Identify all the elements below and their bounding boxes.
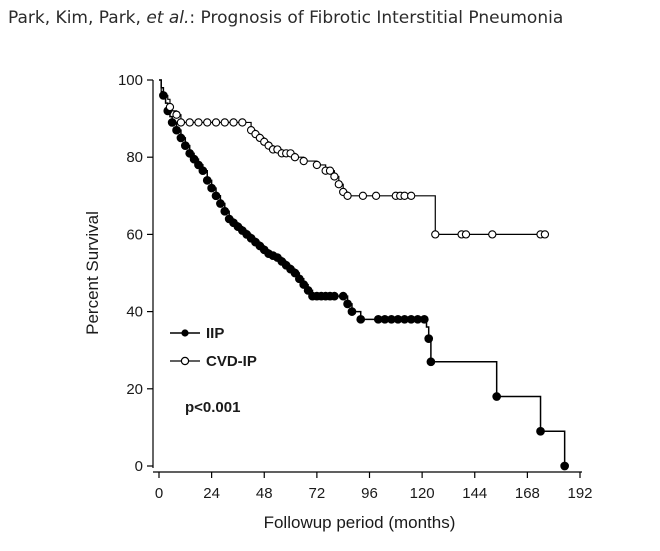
data-point-cvd-ip [343, 191, 352, 200]
data-point-iip [356, 314, 366, 324]
legend: IIP CVD-IP [170, 325, 257, 370]
data-point-cvd-ip [299, 156, 308, 166]
y-tick-label: 100 [118, 72, 143, 89]
data-point-iip [294, 274, 304, 284]
data-point-iip [426, 357, 436, 367]
header-authors: Park, Kim, Park, [8, 8, 147, 28]
data-point-iip [347, 307, 357, 316]
series-line-cvd-ip [159, 79, 545, 235]
data-point-iip [338, 291, 348, 301]
data-point-iip [185, 148, 195, 158]
data-point-cvd-ip [172, 110, 181, 119]
data-point-iip [216, 199, 225, 208]
data-point-iip [290, 268, 300, 278]
data-point-cvd-ip [290, 153, 300, 162]
data-point-iip [424, 334, 434, 343]
x-tick-label: 48 [256, 485, 273, 502]
data-point-cvd-ip [185, 118, 194, 127]
p-value-annotation: p<0.001 [185, 399, 240, 416]
x-tick-label: 24 [203, 485, 220, 502]
data-point-cvd-ip [330, 172, 339, 181]
y-tick-label: 80 [126, 149, 143, 166]
x-tick-label: 144 [462, 485, 487, 502]
data-point-iip [172, 125, 181, 135]
header-etal: et al. [146, 8, 190, 28]
data-point-cvd-ip [220, 118, 229, 127]
x-axis-label: Followup period (months) [264, 513, 456, 532]
data-point-cvd-ip [540, 230, 550, 239]
data-point-iip [198, 166, 208, 176]
data-point-iip [536, 426, 545, 436]
data-point-cvd-ip [211, 118, 221, 127]
data-point-iip [211, 191, 221, 201]
x-tick-label: 96 [361, 485, 378, 502]
data-point-cvd-ip [203, 118, 212, 127]
data-point-iip [220, 206, 230, 216]
data-point-cvd-ip [312, 160, 322, 170]
data-point-cvd-ip [165, 102, 175, 112]
data-point-iip [330, 291, 339, 301]
data-point-cvd-ip [334, 180, 343, 189]
data-point-cvd-ip [194, 118, 203, 127]
data-point-iip [194, 160, 203, 170]
y-tick-label: 60 [126, 226, 143, 243]
y-tick-label: 40 [126, 304, 143, 321]
data-point-iip [303, 286, 313, 295]
y-axis-label: Percent Survival [83, 211, 102, 335]
legend-iip-label: IIP [206, 325, 224, 342]
data-point-cvd-ip [407, 191, 416, 200]
x-tick-label: 72 [309, 485, 326, 502]
x-tick-label: 192 [567, 485, 592, 502]
x-tick-label: 0 [155, 485, 163, 502]
data-point-cvd-ip [238, 118, 247, 127]
y-tick-label: 0 [135, 458, 143, 475]
legend-cvd-label: CVD-IP [206, 353, 257, 370]
x-tick-label: 120 [410, 485, 435, 502]
data-point-iip [207, 183, 216, 193]
data-point-iip [343, 299, 352, 309]
legend-iip-marker [181, 329, 189, 337]
data-point-iip [492, 392, 502, 401]
data-point-iip [180, 141, 190, 150]
data-point-cvd-ip [461, 230, 471, 239]
data-point-cvd-ip [229, 118, 238, 127]
series-layer [159, 79, 570, 471]
data-point-iip [560, 461, 570, 471]
data-point-cvd-ip [176, 118, 186, 127]
data-point-cvd-ip [488, 230, 497, 239]
data-point-iip [202, 176, 212, 185]
data-point-cvd-ip [431, 230, 440, 239]
data-point-iip [189, 154, 199, 164]
y-tick-label: 20 [126, 381, 143, 398]
data-point-iip [419, 314, 429, 324]
data-point-cvd-ip [371, 191, 381, 200]
data-point-iip [299, 280, 309, 289]
x-tick-label: 168 [515, 485, 540, 502]
data-point-iip [176, 133, 186, 143]
header-title: : Prognosis of Fibrotic Interstitial Pne… [189, 8, 564, 28]
data-point-cvd-ip [325, 166, 335, 175]
data-point-cvd-ip [358, 191, 368, 200]
page-header: Park, Kim, Park, et al.: Prognosis of Fi… [8, 8, 563, 28]
legend-cvd-marker [180, 356, 190, 366]
data-point-iip [167, 118, 177, 127]
axes: 0 20 40 60 80 100 0 24 48 72 96 120 144 168 192 [118, 72, 593, 502]
